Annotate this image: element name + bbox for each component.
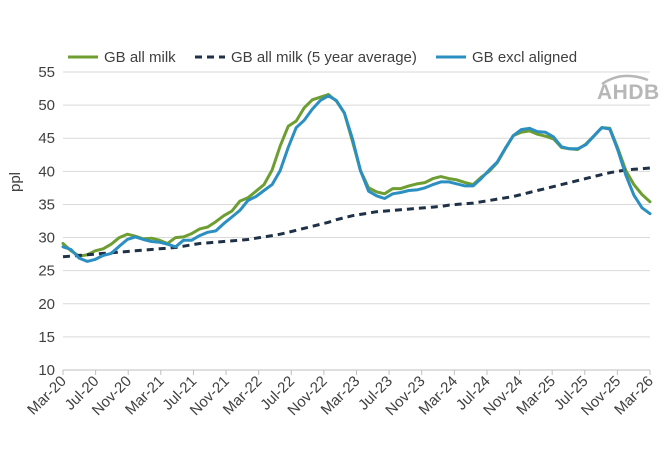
legend: GB all milk GB all milk (5 year average) G… [68,49,577,66]
legend-label: GB all milk (5 year average) [231,49,417,66]
y-tick-label: 30 [38,230,55,247]
series-line-2 [62,166,651,259]
logo-text: AHDB [597,81,660,104]
axes [62,369,651,375]
series-line-3 [61,94,652,263]
y-tick-label: 50 [38,97,55,114]
y-tick-label: 15 [38,329,55,346]
ahdb-logo: AHDB [597,74,660,104]
y-axis-label: ppl [7,172,24,192]
series-line-1 [61,93,652,258]
y-tick-label: 20 [38,296,55,313]
y-tick-label: 35 [38,196,55,213]
y-tick-label: 25 [38,263,55,280]
x-tick-labels: Mar-20Jul-20Nov-20Mar-21Jul-21Nov-21Mar-… [24,373,657,419]
y-tick-label: 10 [38,362,55,379]
x-tick-label: Mar-20 [24,373,70,419]
logo-swoosh-icon [601,74,649,86]
y-tick-label: 45 [38,130,55,147]
legend-label: GB all milk [104,49,176,66]
y-tick-label: 40 [38,163,55,180]
series-lines [61,93,652,263]
y-tick-label: 55 [38,64,55,81]
y-tick-labels: 10 15 20 25 30 35 40 45 50 55 [38,64,55,379]
gridlines [63,71,650,338]
legend-label: GB excl aligned [472,49,577,66]
